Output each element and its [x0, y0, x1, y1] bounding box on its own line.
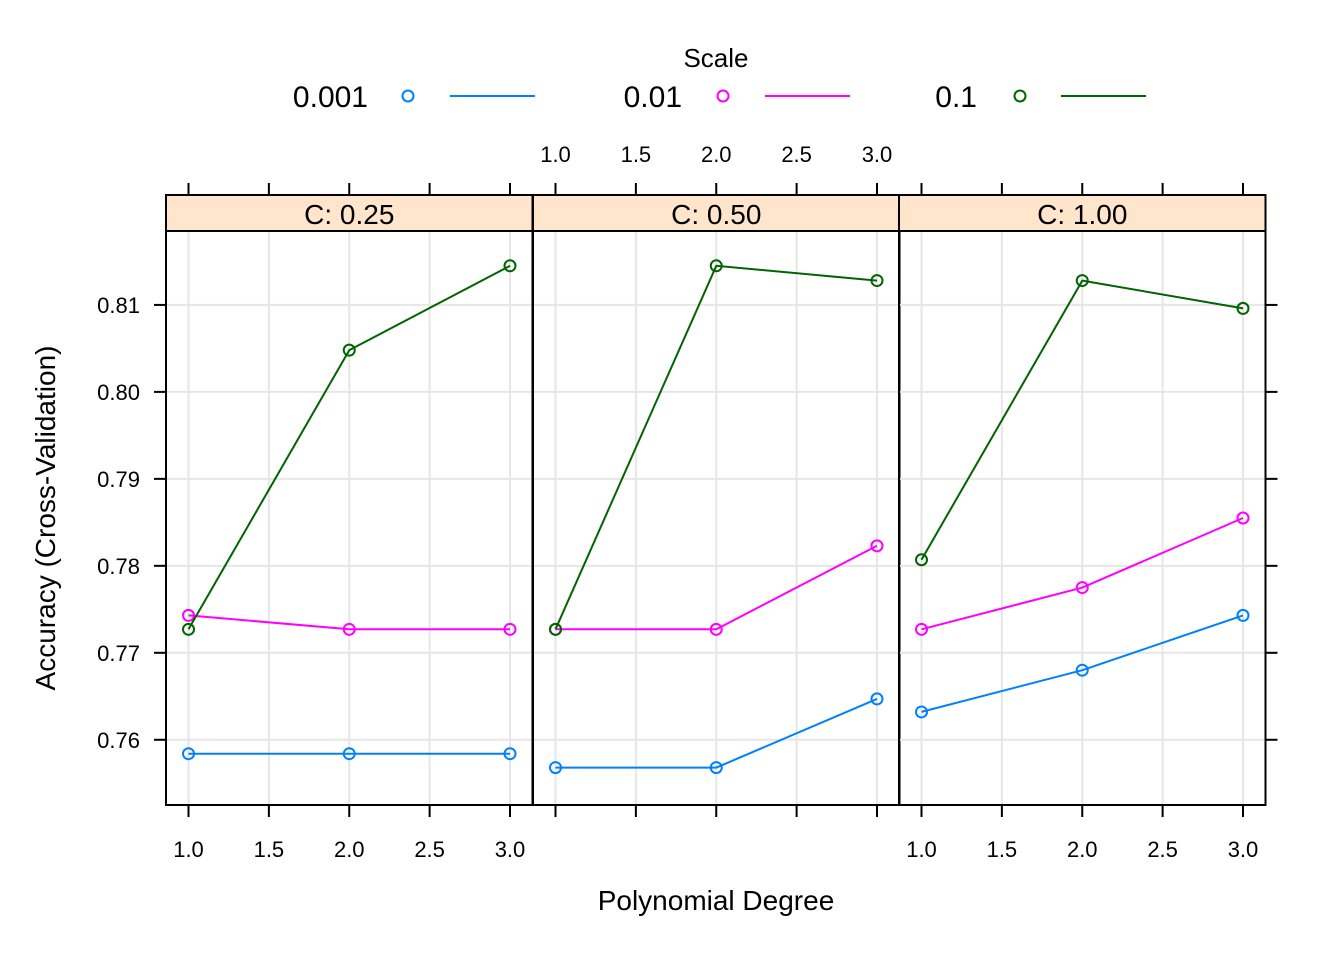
legend-point-2 [1013, 89, 1027, 103]
x-tick-label-4: 3.0 [1228, 837, 1259, 862]
x-tick-label-top-2: 2.0 [701, 142, 732, 167]
panel-1: C: 0.50 1.0 1.5 2.0 2.5 3.0 [532, 142, 901, 817]
y-tick-label-2: 0.78 [97, 554, 140, 579]
series-line-2-0 [921, 614, 1244, 713]
x-tick-label-4: 3.0 [495, 837, 526, 862]
series-line-0-2 [187, 264, 511, 630]
data-point-1-0-0 [549, 761, 563, 775]
data-point-2-0-2 [1236, 608, 1250, 622]
y-axis: 0.76 0.77 0.78 0.79 0.80 0.81 [97, 293, 1278, 753]
legend-point-1 [716, 89, 730, 103]
y-tick-label-3: 0.79 [97, 467, 140, 492]
x-tick-label-top-1: 1.5 [621, 142, 652, 167]
x-tick-label-top-3: 2.5 [781, 142, 812, 167]
data-point-1-2-2 [870, 274, 884, 288]
data-point-2-2-2 [1236, 301, 1250, 315]
x-tick-label-3: 2.5 [1147, 837, 1178, 862]
series-line-1-0 [555, 697, 878, 769]
data-point-0-2-0 [182, 622, 196, 636]
data-point-0-2-1 [342, 343, 356, 357]
legend-label-2: 0.1 [935, 81, 977, 114]
data-point-2-1-1 [1075, 581, 1089, 595]
data-point-2-1-2 [1236, 511, 1250, 525]
x-tick-label-1: 1.5 [254, 837, 285, 862]
legend: Scale 0.001 0.01 0.1 [293, 43, 1146, 114]
panels: C: 0.25 1.0 1.5 2.0 2.5 3.0 C: 0.50 1.0 1.5 2.0 2.… [97, 142, 1278, 862]
data-point-0-1-2 [503, 622, 517, 636]
data-point-0-0-0 [182, 747, 196, 761]
y-tick-label-1: 0.77 [97, 641, 140, 666]
y-tick-label-4: 0.80 [97, 380, 140, 405]
strip-label-2: C: 1.00 [1037, 199, 1127, 230]
y-tick-label-0: 0.76 [97, 728, 140, 753]
x-tick-label-top-4: 3.0 [862, 142, 893, 167]
data-point-1-1-1 [709, 622, 723, 636]
x-tick-label-1: 1.5 [987, 837, 1018, 862]
y-tick-label-5: 0.81 [97, 293, 140, 318]
data-point-0-1-1 [342, 622, 356, 636]
data-point-0-0-2 [503, 747, 517, 761]
data-point-2-0-0 [915, 705, 929, 719]
legend-label-1: 0.01 [624, 81, 682, 114]
series-line-1-1 [555, 544, 878, 631]
legend-label-0: 0.001 [293, 81, 368, 114]
x-tick-label-0: 1.0 [906, 837, 937, 862]
data-point-0-2-2 [503, 259, 517, 273]
data-point-1-2-0 [549, 622, 563, 636]
data-point-0-0-1 [342, 747, 356, 761]
series-line-1-2 [554, 264, 878, 630]
x-tick-label-2: 2.0 [1067, 837, 1098, 862]
x-tick-label-3: 2.5 [414, 837, 445, 862]
series-line-0-1 [188, 614, 510, 631]
series-line-2-1 [921, 517, 1244, 631]
legend-point-0 [401, 89, 415, 103]
data-point-2-2-1 [1075, 274, 1089, 288]
series-line-2-2 [920, 279, 1244, 561]
panel-0: C: 0.25 1.0 1.5 2.0 2.5 3.0 [165, 183, 534, 862]
data-point-1-2-1 [709, 259, 723, 273]
x-tick-label-2: 2.0 [334, 837, 365, 862]
data-point-0-1-0 [182, 608, 196, 622]
panel-2: C: 1.00 1.0 1.5 2.0 2.5 3.0 [898, 183, 1267, 862]
data-point-1-1-2 [870, 539, 884, 553]
data-point-2-0-1 [1075, 663, 1089, 677]
strip-2 [898, 194, 1267, 232]
data-point-2-2-0 [915, 553, 929, 567]
y-axis-title: Accuracy (Cross-Validation) [30, 346, 61, 691]
strip-label-1: C: 0.50 [671, 199, 761, 230]
data-point-1-0-2 [870, 692, 884, 706]
x-tick-label-0: 1.0 [173, 837, 204, 862]
data-point-2-1-0 [915, 622, 929, 636]
x-tick-label-top-0: 1.0 [540, 142, 571, 167]
x-axis-title: Polynomial Degree [598, 885, 835, 916]
data-point-1-0-1 [709, 761, 723, 775]
strip-label-0: C: 0.25 [304, 199, 394, 230]
legend-title: Scale [683, 43, 748, 73]
